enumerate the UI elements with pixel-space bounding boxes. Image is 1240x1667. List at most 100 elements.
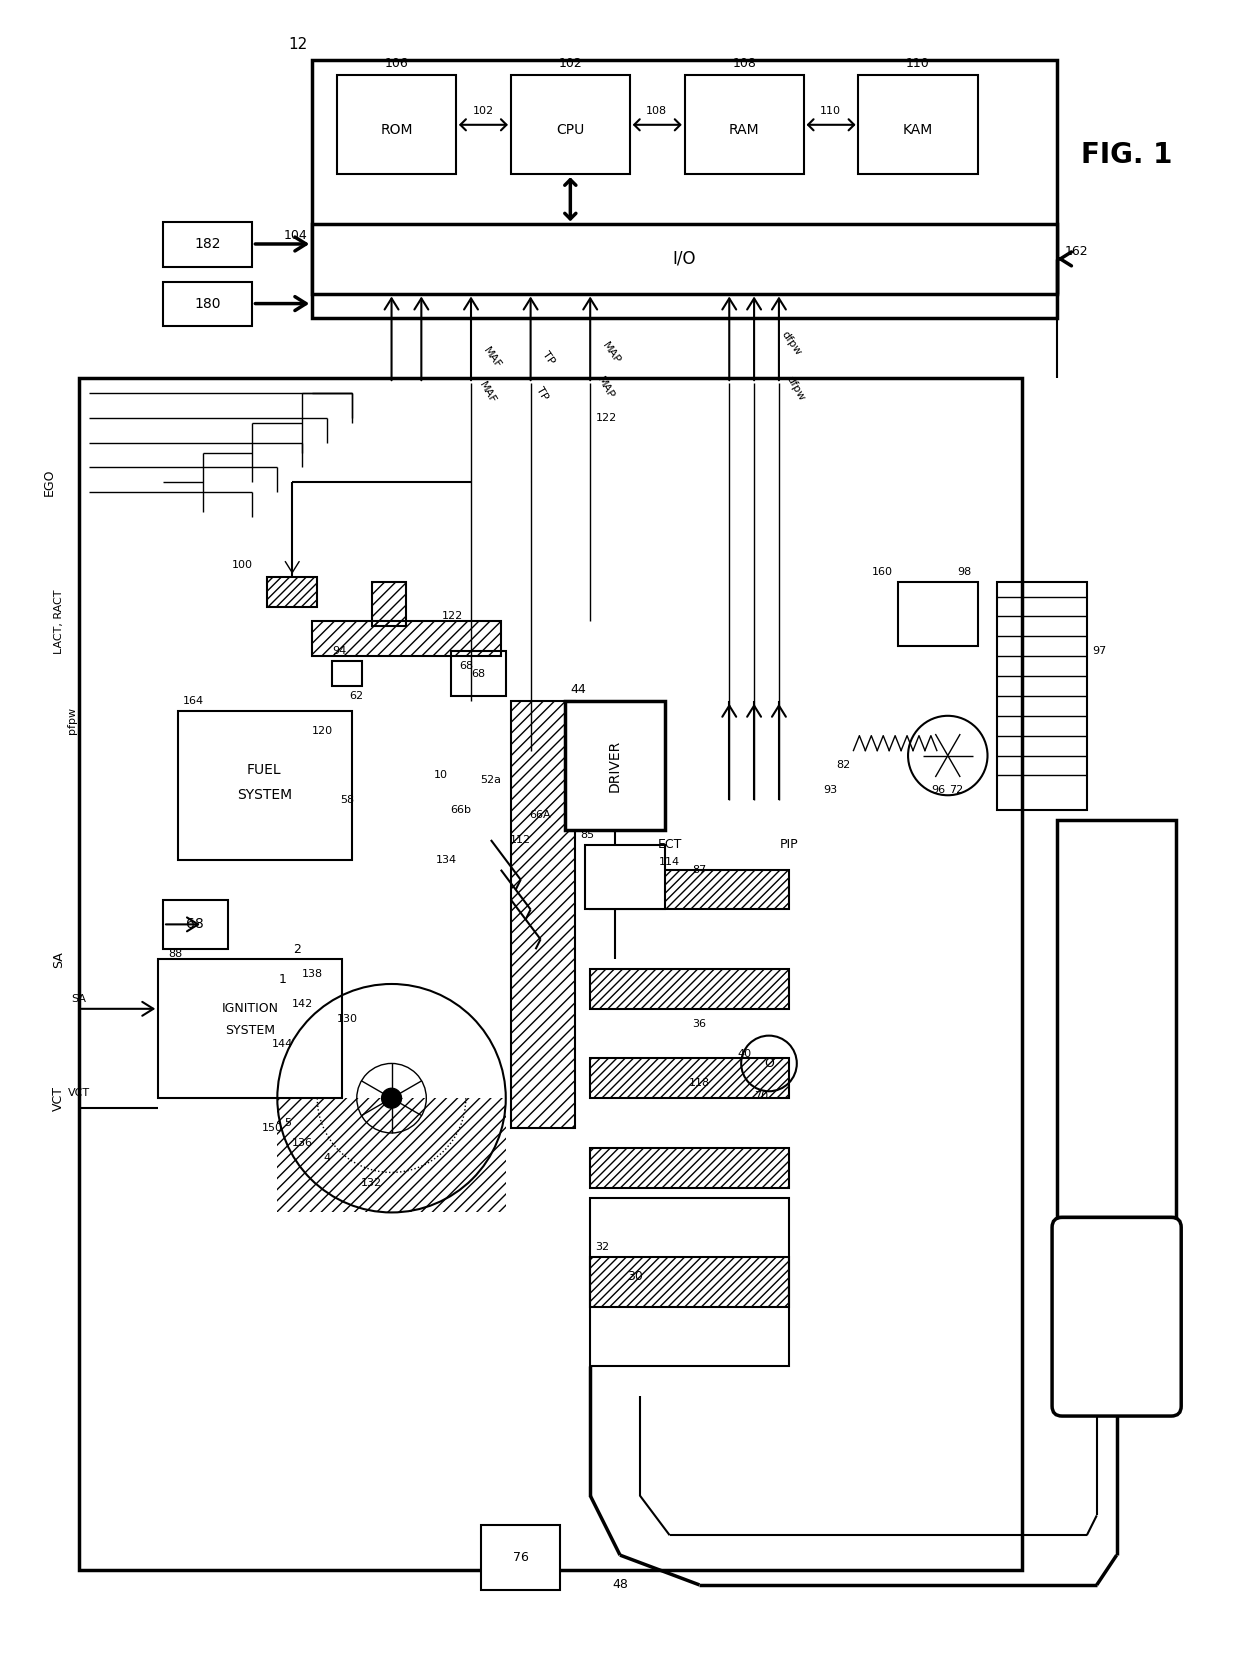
Text: VCT: VCT: [68, 1089, 89, 1099]
Text: 58: 58: [340, 795, 353, 805]
Text: 76: 76: [512, 1550, 528, 1564]
Text: FIG. 1: FIG. 1: [1081, 140, 1172, 168]
Text: TP: TP: [541, 350, 557, 367]
Text: MAP: MAP: [600, 340, 622, 367]
Text: SA: SA: [71, 994, 86, 1004]
Bar: [511, 700, 575, 1129]
Bar: [590, 870, 789, 910]
Text: IGNITION: IGNITION: [222, 1002, 279, 1015]
Text: 122: 122: [441, 612, 463, 622]
Bar: [511, 75, 630, 175]
Text: 97: 97: [1091, 647, 1106, 657]
Text: 108: 108: [733, 57, 756, 70]
Bar: [585, 845, 665, 910]
Text: CPU: CPU: [557, 123, 584, 137]
Bar: [898, 582, 977, 647]
Text: 106: 106: [384, 57, 408, 70]
Text: 110: 110: [906, 57, 930, 70]
Bar: [312, 622, 501, 657]
Text: 118: 118: [689, 1079, 711, 1089]
Text: 136: 136: [291, 1139, 312, 1149]
Text: PIP: PIP: [780, 839, 799, 852]
Text: TP: TP: [534, 385, 551, 402]
Bar: [78, 378, 1022, 1570]
Text: 4: 4: [324, 1154, 331, 1164]
Bar: [590, 1257, 789, 1307]
Bar: [590, 1059, 789, 1099]
Text: O: O: [764, 1057, 774, 1070]
Text: dfpw: dfpw: [779, 330, 802, 357]
Text: 68: 68: [186, 917, 203, 932]
Text: 68: 68: [459, 662, 474, 672]
Bar: [159, 959, 342, 1099]
Text: 182: 182: [195, 237, 221, 252]
Circle shape: [382, 1089, 402, 1109]
Bar: [590, 1149, 789, 1187]
Text: 144: 144: [272, 1039, 293, 1049]
Text: 40: 40: [737, 1049, 751, 1059]
Text: 93: 93: [823, 785, 838, 795]
Text: MAF: MAF: [481, 345, 502, 370]
Text: 138: 138: [301, 969, 322, 979]
FancyBboxPatch shape: [1052, 1217, 1182, 1415]
Text: 112: 112: [510, 835, 531, 845]
Text: 85: 85: [580, 830, 594, 840]
Text: MAP: MAP: [595, 375, 616, 400]
Text: 100: 100: [232, 560, 253, 570]
Bar: [312, 60, 1056, 318]
Text: 102: 102: [558, 57, 583, 70]
Text: FUEL: FUEL: [247, 763, 281, 777]
Text: SYSTEM: SYSTEM: [237, 788, 291, 802]
Text: 164: 164: [184, 695, 205, 705]
Bar: [997, 582, 1086, 810]
Text: 104: 104: [284, 228, 308, 242]
Bar: [268, 577, 317, 607]
Text: 102: 102: [472, 107, 494, 117]
Text: 110: 110: [820, 107, 841, 117]
Bar: [164, 222, 253, 267]
Text: VCT: VCT: [52, 1085, 66, 1110]
Text: DRIVER: DRIVER: [608, 740, 622, 792]
Bar: [590, 1197, 789, 1367]
Text: RAM: RAM: [729, 123, 759, 137]
Text: 44: 44: [570, 683, 587, 695]
Text: 30: 30: [627, 1270, 642, 1284]
Text: 130: 130: [336, 1014, 357, 1024]
Bar: [481, 1525, 560, 1590]
Text: 98: 98: [957, 567, 972, 577]
Bar: [332, 662, 362, 687]
Text: 48: 48: [613, 1579, 627, 1592]
Text: SYSTEM: SYSTEM: [226, 1024, 275, 1037]
Text: 96: 96: [931, 785, 945, 795]
Bar: [1056, 820, 1177, 1217]
Text: 114: 114: [660, 857, 681, 867]
Text: 66A: 66A: [529, 810, 552, 820]
Text: 70: 70: [754, 1092, 768, 1102]
Text: 87: 87: [692, 865, 707, 875]
Text: EGO: EGO: [42, 468, 56, 497]
Text: ECT: ECT: [657, 839, 682, 852]
Text: 66b: 66b: [450, 805, 471, 815]
Text: 2: 2: [293, 944, 301, 955]
Text: 82: 82: [836, 760, 851, 770]
Bar: [337, 75, 456, 175]
Bar: [312, 223, 1056, 293]
Text: LACT, RACT: LACT, RACT: [53, 588, 63, 653]
Bar: [164, 282, 253, 327]
Text: KAM: KAM: [903, 123, 934, 137]
Text: dfpw: dfpw: [784, 373, 806, 402]
Bar: [164, 900, 228, 949]
Text: 32: 32: [595, 1242, 609, 1252]
Text: 108: 108: [646, 107, 667, 117]
Bar: [684, 75, 804, 175]
Bar: [565, 700, 665, 830]
Bar: [858, 75, 977, 175]
Bar: [590, 969, 789, 1009]
Text: 5: 5: [284, 1119, 290, 1129]
Text: 68: 68: [471, 668, 485, 678]
Bar: [278, 1099, 506, 1212]
Text: 142: 142: [291, 999, 312, 1009]
Text: 132: 132: [361, 1177, 382, 1187]
Text: 88: 88: [169, 949, 182, 959]
Text: 160: 160: [872, 567, 893, 577]
